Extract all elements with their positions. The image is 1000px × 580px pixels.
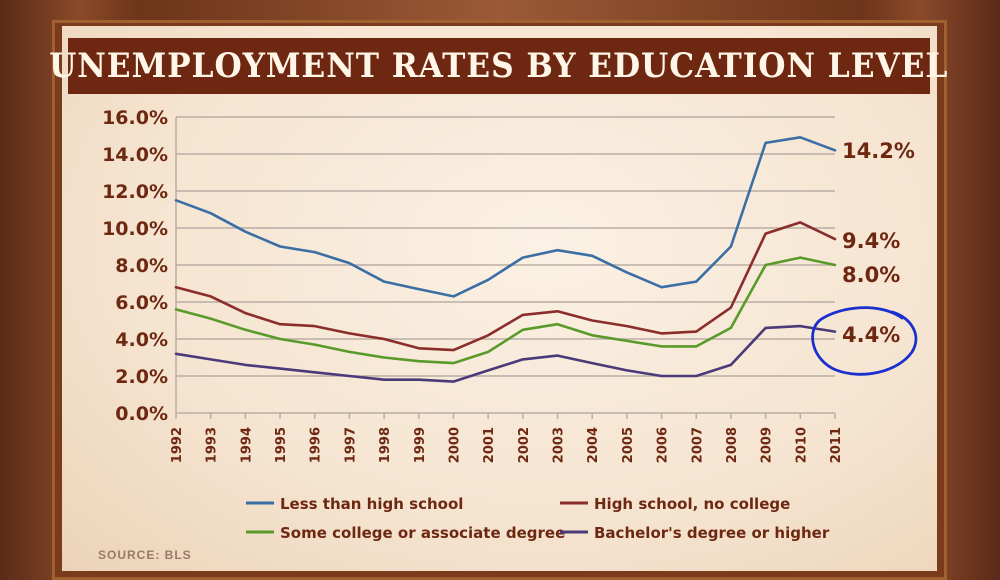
series-line	[174, 221, 837, 352]
legend-label: Less than high school	[280, 495, 463, 513]
x-tick-label: 2002	[517, 427, 532, 463]
legend-label: High school, no college	[594, 495, 790, 513]
x-tick-label: 2009	[760, 427, 775, 463]
x-tick-label: 1995	[274, 427, 289, 463]
y-tick-label: 2.0%	[115, 366, 168, 388]
chart-title: UNEMPLOYMENT RATES BY EDUCATION LEVEL	[49, 46, 949, 86]
legend-label: Some college or associate degree	[280, 524, 565, 542]
series-end-label: 8.0%	[842, 263, 900, 287]
series-end-label: 14.2%	[842, 139, 915, 163]
x-tick-label: 2011	[829, 427, 844, 463]
x-tick-label: 2003	[552, 427, 567, 463]
annotation-circle	[811, 306, 918, 376]
x-tick-label: 1996	[309, 427, 324, 463]
y-tick-label: 0.0%	[115, 403, 168, 425]
line-chart: 0.0% 2.0% 4.0% 6.0% 8.0% 10.0% 12.0% 14.0% 16.0%…	[102, 107, 918, 542]
series-line	[174, 136, 837, 298]
y-tick-label: 16.0%	[102, 107, 168, 129]
x-tick-label: 2006	[656, 427, 671, 463]
x-tick-label: 2005	[621, 427, 636, 463]
x-tick-label: 1997	[343, 427, 358, 463]
x-tick-label: 1993	[205, 427, 220, 463]
y-tick-label: 12.0%	[102, 181, 168, 203]
x-tick-label: 2000	[447, 427, 462, 463]
x-tick-label: 2007	[690, 427, 705, 463]
x-tick-label: 2001	[482, 427, 497, 463]
source-label: SOURCE: BLS	[98, 548, 192, 562]
series-line	[174, 324, 837, 383]
y-tick-label: 6.0%	[115, 292, 168, 314]
x-tick-label: 2004	[586, 427, 601, 463]
y-tick-label: 4.0%	[115, 329, 168, 351]
x-tick-label: 2008	[725, 427, 740, 463]
x-tick-label: 1999	[413, 427, 428, 463]
series-end-label: 4.4%	[842, 323, 900, 347]
x-tick-label: 1998	[378, 427, 393, 463]
series-line	[174, 256, 837, 365]
legend-label: Bachelor's degree or higher	[594, 524, 830, 542]
series-end-label: 9.4%	[842, 229, 900, 253]
y-tick-label: 8.0%	[115, 255, 168, 277]
y-tick-label: 10.0%	[102, 218, 168, 240]
x-tick-label: 2010	[794, 427, 809, 463]
title-bar: UNEMPLOYMENT RATES BY EDUCATION LEVEL	[49, 38, 948, 94]
x-tick-label: 1992	[170, 427, 185, 463]
y-tick-label: 14.0%	[102, 144, 168, 166]
x-tick-label: 1994	[239, 427, 254, 463]
